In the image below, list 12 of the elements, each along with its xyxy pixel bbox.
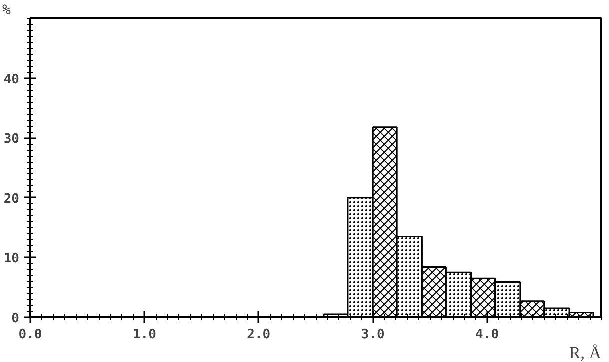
y-tick-label: 20 (4, 192, 20, 207)
y-tick-label: 0 (12, 312, 20, 326)
x-tick-label: 4.0 (476, 328, 500, 342)
y-tick-label: 30 (4, 132, 20, 148)
x-tick-label: 2.0 (247, 328, 271, 342)
x-tick-label: 0.0 (18, 328, 42, 342)
y-tick-label: 10 (4, 252, 20, 267)
y-axis-title: % (2, 2, 12, 18)
x-tick-label: 1.0 (132, 328, 157, 342)
y-tick-label: 40 (4, 72, 20, 88)
x-tick-label: 3.0 (361, 328, 386, 342)
x-axis-title: R, Å (569, 344, 602, 362)
